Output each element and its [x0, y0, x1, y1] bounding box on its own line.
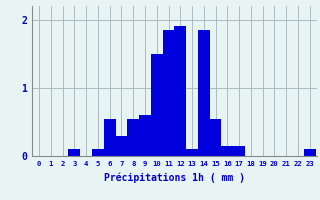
- Bar: [151, 54, 163, 156]
- Bar: [116, 136, 127, 156]
- Bar: [210, 118, 221, 156]
- Bar: [127, 118, 139, 156]
- X-axis label: Précipitations 1h ( mm ): Précipitations 1h ( mm ): [104, 172, 245, 183]
- Bar: [304, 149, 316, 156]
- Bar: [163, 30, 174, 156]
- Bar: [68, 149, 80, 156]
- Bar: [233, 146, 245, 156]
- Bar: [221, 146, 233, 156]
- Bar: [186, 149, 198, 156]
- Bar: [174, 26, 186, 156]
- Bar: [139, 115, 151, 156]
- Bar: [92, 149, 104, 156]
- Bar: [104, 118, 116, 156]
- Bar: [198, 30, 210, 156]
